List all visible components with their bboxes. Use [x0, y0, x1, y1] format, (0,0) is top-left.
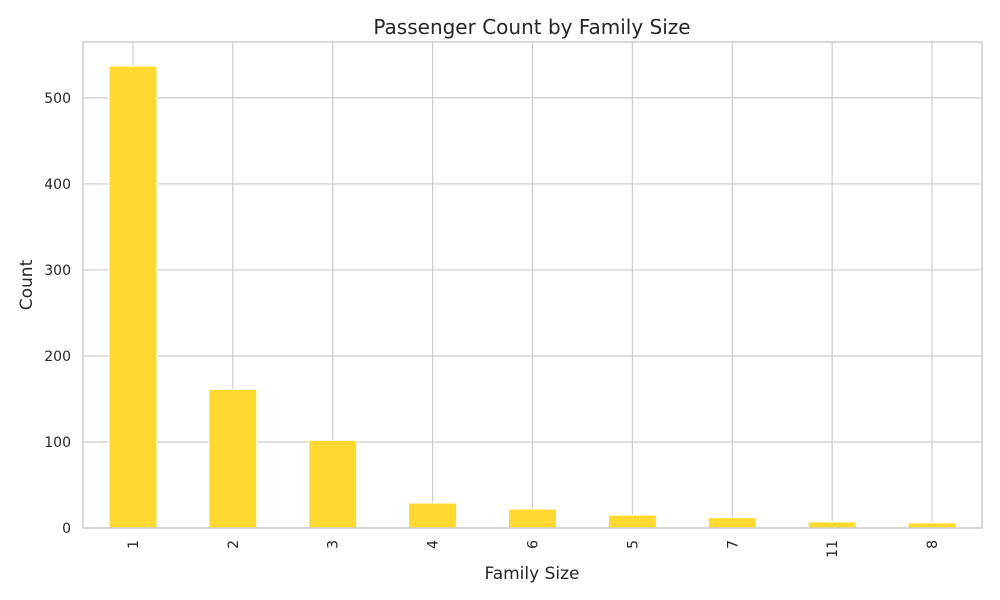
bar	[408, 502, 458, 529]
x-tick-label: 5	[625, 540, 641, 549]
bar	[607, 514, 657, 529]
bar	[308, 439, 358, 529]
bar	[208, 389, 258, 529]
y-tick-labels: 0 100 200 300 400 500	[44, 91, 71, 537]
y-tick-label: 500	[44, 91, 71, 107]
y-axis-label: Count	[17, 259, 37, 310]
bar	[907, 522, 957, 529]
bar	[508, 508, 557, 529]
y-tick-label: 0	[62, 521, 71, 537]
x-tick-labels: 1 2 3 4 6 5 7 11 8	[126, 540, 941, 558]
grid-layer	[83, 42, 982, 529]
x-tick-label: 1	[126, 540, 142, 549]
bar-layer	[108, 65, 957, 529]
x-tick-label: 8	[925, 540, 941, 549]
x-tick-label: 2	[226, 540, 242, 549]
bar	[707, 517, 757, 529]
plot-frame	[82, 41, 983, 529]
chart-title: Passenger Count by Family Size	[373, 15, 690, 39]
y-tick-label: 200	[44, 349, 71, 365]
x-tick-label: 6	[526, 540, 542, 549]
y-tick-label: 300	[44, 263, 71, 279]
bar	[807, 521, 857, 529]
plot-border	[82, 41, 983, 529]
bar	[108, 65, 158, 529]
x-tick-label: 4	[426, 540, 442, 549]
y-tick-label: 400	[44, 177, 71, 193]
x-tick-label: 3	[326, 540, 342, 549]
x-axis-label: Family Size	[484, 564, 579, 584]
x-tick-label: 7	[725, 540, 741, 549]
y-tick-label: 100	[44, 435, 71, 451]
x-tick-label: 11	[825, 540, 841, 558]
